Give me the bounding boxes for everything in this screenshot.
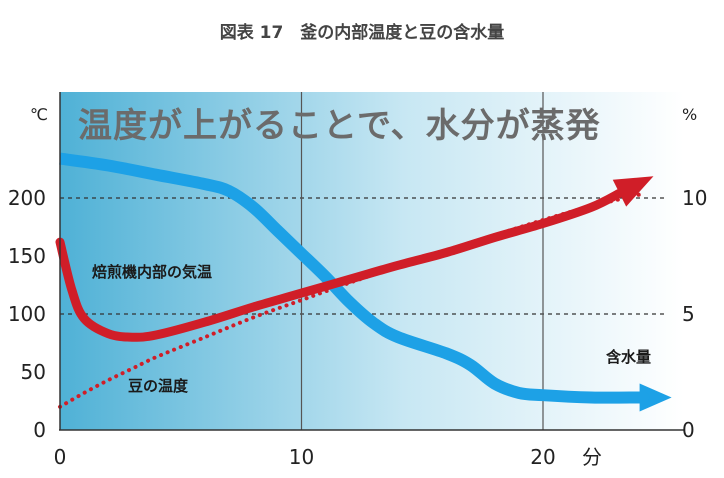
right-axis-unit: % xyxy=(682,105,697,124)
series-layer xyxy=(55,152,672,412)
y-left-tick-label: 50 xyxy=(21,360,46,384)
y-left-tick-label: 0 xyxy=(33,418,46,442)
plot-background xyxy=(60,92,684,430)
x-tick-label: 0 xyxy=(54,445,67,469)
series-line-moisture xyxy=(59,152,650,404)
series-arrow-moisture xyxy=(639,383,672,412)
x-axis-unit: 分 xyxy=(582,445,602,469)
series-label-moisture: 含水量 xyxy=(606,348,651,366)
x-tick-label: 20 xyxy=(530,445,555,469)
series-label-internal-temp: 焙煎機内部の気温 xyxy=(92,263,212,281)
y-right-tick-label: 5 xyxy=(682,302,695,326)
series-label-bean-temp: 豆の温度 xyxy=(128,377,189,395)
y-left-tick-label: 150 xyxy=(8,244,46,268)
chart-title: 図表 17 釜の内部温度と豆の含水量 xyxy=(220,22,505,43)
y-left-tick-label: 200 xyxy=(8,186,46,210)
chart-headline: 温度が上がることで、水分が蒸発 xyxy=(78,106,601,146)
y-right-tick-label: 10 xyxy=(682,186,707,210)
series-line-internal-temp xyxy=(55,188,624,342)
left-axis-unit: ℃ xyxy=(30,105,48,124)
y-left-tick-label: 100 xyxy=(8,302,46,326)
series-arrow-internal-temp xyxy=(612,176,654,207)
y-right-tick-label: 0 xyxy=(682,418,695,442)
x-tick-label: 10 xyxy=(289,445,314,469)
